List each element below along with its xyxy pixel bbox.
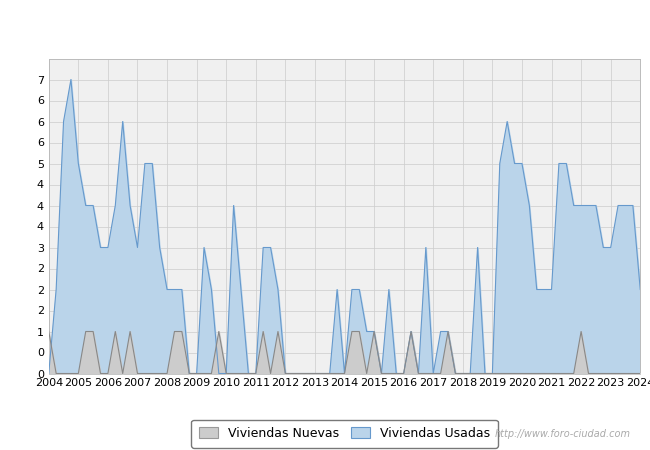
Text: Calders - Evolucion del Nº de Transacciones Inmobiliarias: Calders - Evolucion del Nº de Transaccio… <box>115 13 535 28</box>
Legend: Viviendas Nuevas, Viviendas Usadas: Viviendas Nuevas, Viviendas Usadas <box>191 419 498 448</box>
Text: http://www.foro-ciudad.com: http://www.foro-ciudad.com <box>495 429 630 439</box>
